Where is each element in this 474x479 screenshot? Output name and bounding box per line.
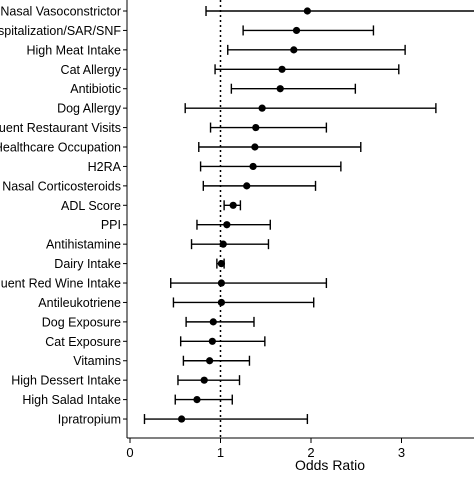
odds-ratio-point [223, 221, 231, 229]
odds-ratio-point [229, 201, 237, 209]
category-label: Healthcare Occupation [0, 141, 121, 155]
odds-ratio-point [177, 415, 186, 423]
category-label: Nasal Vasoconstrictor [0, 5, 121, 19]
category-label: H2RA [88, 160, 122, 174]
odds-ratio-point [217, 279, 226, 287]
odds-ratio-point [200, 376, 208, 384]
category-label: Antileukotriene [38, 296, 121, 310]
category-label: Antihistamine [46, 238, 121, 252]
odds-ratio-point [252, 123, 260, 132]
category-label: Cat Exposure [45, 335, 121, 349]
category-label: Frequent Red Wine Intake [0, 277, 121, 291]
odds-ratio-point [292, 26, 301, 35]
category-label: Frequent Restaurant Visits [0, 121, 121, 135]
category-label: Nasal Corticosteroids [2, 179, 121, 193]
odds-ratio-point [258, 104, 266, 112]
category-label: High Meat Intake [27, 43, 122, 57]
odds-ratio-point [303, 7, 311, 15]
odds-ratio-point [219, 240, 227, 248]
x-tick-label: 0 [126, 445, 133, 460]
category-label: PPI [101, 218, 121, 232]
category-label: Hospitalization/SAR/SNF [0, 24, 121, 38]
odds-ratio-point [217, 298, 226, 307]
odds-ratio-point [193, 396, 201, 404]
odds-ratio-point [206, 357, 214, 365]
category-label: Dog Allergy [57, 102, 122, 116]
odds-ratio-point [251, 143, 259, 151]
x-axis-title: Odds Ratio [295, 457, 365, 473]
category-label: Dog Exposure [42, 315, 121, 329]
odds-ratio-point [249, 162, 257, 171]
x-tick-label: 1 [217, 445, 224, 460]
category-label: Vitamins [73, 354, 121, 368]
odds-ratio-point [243, 182, 251, 190]
category-label: Dairy Intake [54, 257, 121, 271]
category-label: High Dessert Intake [11, 374, 121, 388]
category-label: ADL Score [61, 199, 121, 213]
category-label: Cat Allergy [61, 63, 122, 77]
odds-ratio-point [208, 337, 216, 345]
category-label: High Salad Intake [22, 393, 121, 407]
odds-ratio-point [278, 65, 286, 73]
odds-ratio-point [217, 259, 226, 268]
x-tick-label: 3 [398, 445, 405, 460]
odds-ratio-point [290, 46, 298, 54]
category-label: Antibiotic [70, 82, 121, 96]
x-tick-label: 2 [307, 445, 314, 460]
odds-ratio-point [209, 318, 217, 326]
category-label: Ipratropium [58, 413, 121, 427]
odds-ratio-point [276, 85, 284, 93]
